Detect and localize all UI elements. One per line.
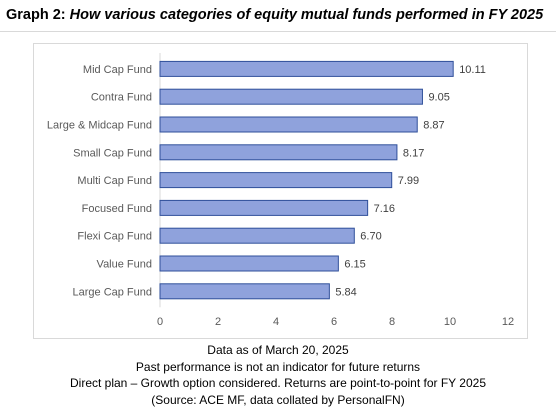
footer-disclaimer: Past performance is not an indicator for… — [135, 359, 421, 374]
bar — [159, 144, 398, 161]
data-label: 7.16 — [374, 203, 395, 215]
bar — [159, 60, 454, 77]
data-label: 5.84 — [335, 286, 356, 298]
footer-plan-note: Direct plan – Growth option considered. … — [69, 376, 486, 390]
bar-chart: Mid Cap Fund 10.11 Contra Fund 9.05 Large & … — [47, 53, 514, 328]
bar — [159, 116, 418, 133]
footer-source: (Source: ACE MF, data collated by Person… — [151, 392, 405, 407]
data-label: 9.05 — [428, 92, 449, 104]
chart-title: Graph 2: How various categories of equit… — [6, 7, 554, 23]
category-label: Contra Fund — [91, 92, 152, 104]
x-tick-label: 12 — [502, 316, 514, 328]
x-tick-label: 4 — [273, 316, 279, 328]
bar — [159, 227, 355, 244]
data-label: 8.17 — [403, 147, 424, 159]
bar — [159, 283, 330, 300]
x-tick-label: 2 — [215, 316, 221, 328]
data-label: 7.99 — [398, 175, 419, 187]
bar — [159, 172, 393, 189]
data-label: 10.11 — [459, 64, 486, 76]
category-label: Mid Cap Fund — [83, 64, 152, 76]
x-tick-label: 0 — [157, 316, 163, 328]
category-label: Focused Fund — [82, 203, 152, 215]
chart-footer: Data as of March 20, 2025 Past performan… — [0, 342, 556, 408]
category-label: Large Cap Fund — [73, 286, 153, 298]
bar — [159, 255, 339, 272]
title-prefix: Graph 2: — [6, 7, 66, 23]
title-divider — [0, 31, 556, 32]
bar — [159, 199, 369, 216]
data-label: 6.15 — [344, 259, 365, 271]
data-label: 8.87 — [423, 120, 444, 132]
category-label: Flexi Cap Fund — [77, 231, 152, 243]
title-text: How various categories of equity mutual … — [69, 7, 544, 23]
data-label: 6.70 — [360, 231, 381, 243]
category-label: Small Cap Fund — [73, 147, 152, 159]
footer-date-note: Data as of March 20, 2025 — [207, 343, 349, 357]
category-label: Multi Cap Fund — [77, 175, 152, 187]
x-tick-label: 6 — [331, 316, 337, 328]
category-label: Large & Midcap Fund — [47, 120, 152, 132]
chart-area: Mid Cap Fund 10.11 Contra Fund 9.05 Large & … — [33, 43, 528, 339]
category-label: Value Fund — [97, 259, 152, 271]
x-tick-label: 10 — [444, 316, 456, 328]
x-tick-label: 8 — [389, 316, 395, 328]
bar — [159, 88, 423, 105]
